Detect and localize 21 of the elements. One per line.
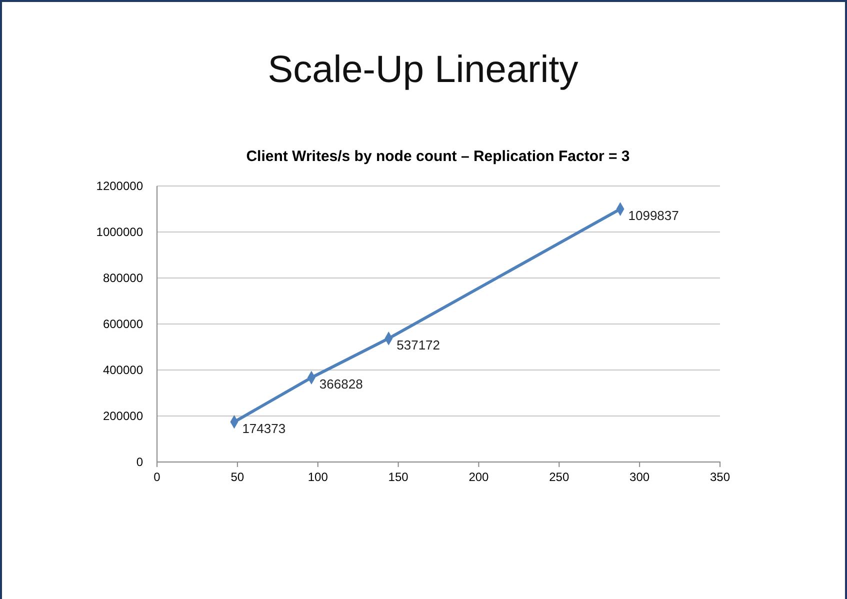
x-tick-label: 300 xyxy=(630,470,650,484)
x-tick-label: 200 xyxy=(468,470,490,484)
chart-title: Scale-Up Linearity xyxy=(268,49,578,91)
y-tick-label: 1200000 xyxy=(96,178,144,193)
x-tick-label: 250 xyxy=(549,470,570,484)
y-tick-label: 0 xyxy=(136,454,144,469)
x-tick-label: 0 xyxy=(154,470,161,484)
y-tick-label: 1000000 xyxy=(96,224,144,239)
x-tick-label: 150 xyxy=(388,470,409,484)
y-tick-label: 200000 xyxy=(102,408,144,423)
x-tick-label: 100 xyxy=(308,470,328,484)
data-label: 366828 xyxy=(319,376,363,392)
y-tick-label: 400000 xyxy=(102,362,144,377)
data-label: 174373 xyxy=(242,420,286,436)
data-label: 1099837 xyxy=(628,208,679,224)
y-tick-label: 600000 xyxy=(102,316,144,331)
x-tick-label: 350 xyxy=(710,470,730,484)
x-tick-label: 50 xyxy=(230,470,244,484)
data-label: 537172 xyxy=(396,337,440,352)
chart-subtitle: Client Writes/s by node count – Replication Factor = 3 xyxy=(246,148,630,165)
y-tick-label: 800000 xyxy=(102,270,144,285)
